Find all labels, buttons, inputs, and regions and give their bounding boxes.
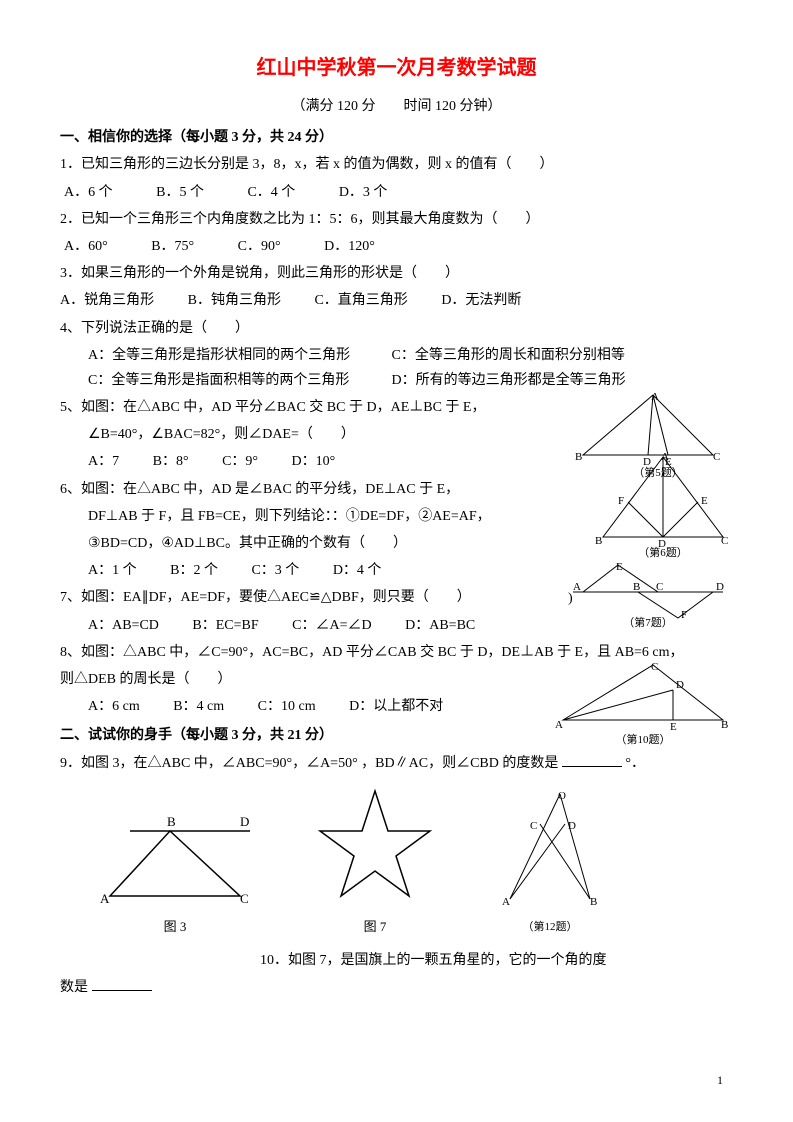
svg-text:D: D <box>568 820 576 832</box>
q2a: A．60° <box>64 234 108 259</box>
fig12-svg: O C D A B <box>490 789 610 909</box>
svg-text:): ) <box>568 591 573 606</box>
svg-text:F: F <box>618 495 624 507</box>
fig6: A B C D E F （第6题） <box>593 452 733 564</box>
fig3-svg: B D A C <box>90 811 260 906</box>
star-svg <box>310 786 440 906</box>
fig10-svg: C A B D E <box>553 660 733 730</box>
q3d: D．无法判断 <box>441 288 521 313</box>
q8-row: 8、如图：△ABC 中，∠C=90°，AC=BC，AD 平分∠CAB 交 BC … <box>60 640 733 720</box>
q7d: D：AB=BC <box>405 613 475 638</box>
fig10: C A B D E （第10题） <box>553 660 733 751</box>
q4: 4、下列说法正确的是（ ） <box>60 316 733 341</box>
q5d: D：10° <box>292 449 336 474</box>
q8b: B：4 cm <box>173 694 224 719</box>
fig6-svg: A B C D E F <box>593 452 733 547</box>
figs3-7-12: B D A C 图 3 图 7 O C D A B （第12题） <box>90 786 733 939</box>
q8c: C：10 cm <box>258 694 316 719</box>
q1-opts: A．6 个 B．5 个 C．4 个 D．3 个 <box>64 180 733 205</box>
svg-text:A: A <box>573 581 581 593</box>
q1c: C．4 个 <box>247 180 295 205</box>
svg-text:B: B <box>590 896 597 908</box>
svg-text:C: C <box>530 820 537 832</box>
svg-text:B: B <box>721 719 728 730</box>
q10b: 数是 <box>60 975 733 1000</box>
q5a: A：7 <box>88 449 119 474</box>
svg-text:A: A <box>502 896 510 908</box>
q1d: D．3 个 <box>339 180 388 205</box>
fig10-cap: （第10题） <box>553 731 733 751</box>
q1b: B．5 个 <box>156 180 204 205</box>
q2b: B．75° <box>151 234 194 259</box>
fig3-block: B D A C 图 3 <box>90 811 260 939</box>
q6c: C：3 个 <box>251 558 299 583</box>
section1-head: 一、相信你的选择（每小题 3 分，共 24 分） <box>60 125 733 150</box>
q4b: C：全等三角形是指面积相等的两个三角形 <box>88 368 388 393</box>
svg-text:A: A <box>661 452 669 463</box>
q3-opts: A．锐角三角形 B．钝角三角形 C．直角三角形 D．无法判断 <box>60 288 733 313</box>
q3: 3．如果三角形的一个外角是锐角，则此三角形的形状是（ ） <box>60 261 733 286</box>
q10-blank <box>92 978 152 991</box>
subtitle: （满分 120 分 时间 120 分钟） <box>60 94 733 119</box>
q7a: A：AB=CD <box>88 613 159 638</box>
q4c: C：全等三角形的周长和面积分别相等 <box>392 348 625 363</box>
fig12-cap: （第12题） <box>490 918 610 938</box>
fig7star-block: 图 7 <box>310 786 440 939</box>
svg-text:C: C <box>721 535 728 547</box>
q6b: B：2 个 <box>170 558 218 583</box>
q3c: C．直角三角形 <box>314 288 407 313</box>
q7b: B：EC=BF <box>192 613 258 638</box>
q4d: D：所有的等边三角形都是全等三角形 <box>392 373 626 388</box>
fig12-block: O C D A B （第12题） <box>490 789 610 938</box>
svg-text:F: F <box>681 609 687 620</box>
q9: 9．如图 3，在△ABC 中，∠ABC=90°，∠A=50° ，BD∥AC，则∠… <box>60 751 733 776</box>
svg-text:C: C <box>651 661 658 673</box>
svg-text:B: B <box>595 535 602 547</box>
svg-text:A: A <box>651 391 659 403</box>
svg-text:A: A <box>555 719 563 730</box>
q8d: D：以上都不对 <box>349 694 443 719</box>
q6d: D：4 个 <box>333 558 382 583</box>
q10: 10．如图 7，是国旗上的一颗五角星的，它的一个角的度 <box>260 948 733 973</box>
fig7-label: 图 7 <box>310 915 440 938</box>
svg-text:O: O <box>558 790 566 802</box>
svg-text:E: E <box>670 721 677 730</box>
q2d: D．120° <box>324 234 375 259</box>
svg-text:C: C <box>240 891 249 906</box>
q1a: A．6 个 <box>64 180 113 205</box>
fig7: E A B C D F ) （第7题） <box>563 560 733 633</box>
q2c: C．90° <box>238 234 281 259</box>
fig3-label: 图 3 <box>90 915 260 938</box>
q5b: B：8° <box>153 449 189 474</box>
q5c: C：9° <box>222 449 258 474</box>
q2: 2．已知一个三角形三个内角度数之比为 1：5：6，则其最大角度数为（ ） <box>60 207 733 232</box>
q8a: A：6 cm <box>88 694 140 719</box>
q6a: A：1 个 <box>88 558 137 583</box>
svg-text:D: D <box>676 679 684 691</box>
svg-text:A: A <box>100 891 110 906</box>
svg-text:E: E <box>701 495 708 507</box>
svg-text:B: B <box>167 814 176 829</box>
svg-text:C: C <box>656 581 663 593</box>
q3b: B．钝角三角形 <box>188 288 281 313</box>
q3a: A．锐角三角形 <box>60 288 154 313</box>
page-number: 1 <box>717 1070 723 1092</box>
q4-opts: A：全等三角形是指形状相同的两个三角形 C：全等三角形的周长和面积分别相等 C：… <box>88 343 733 393</box>
svg-text:E: E <box>616 561 623 573</box>
svg-text:D: D <box>240 814 249 829</box>
q2-opts: A．60° B．75° C．90° D．120° <box>64 234 733 259</box>
fig7-svg: E A B C D F ) <box>563 560 733 620</box>
page-title: 红山中学秋第一次月考数学试题 <box>60 50 733 86</box>
q1: 1．已知三角形的三边长分别是 3，8，x，若 x 的值为偶数，则 x 的值有（ … <box>60 152 733 177</box>
q7c: C：∠A=∠D <box>292 613 371 638</box>
q7-row: 7、如图：EA∥DF，AE=DF，要使△AEC≌△DBF，则只要（ ） A：AB… <box>60 585 733 637</box>
q9-blank <box>562 754 622 767</box>
svg-text:B: B <box>575 451 582 463</box>
q4a: A：全等三角形是指形状相同的两个三角形 <box>88 343 388 368</box>
svg-text:D: D <box>716 581 724 593</box>
svg-text:B: B <box>633 581 640 593</box>
